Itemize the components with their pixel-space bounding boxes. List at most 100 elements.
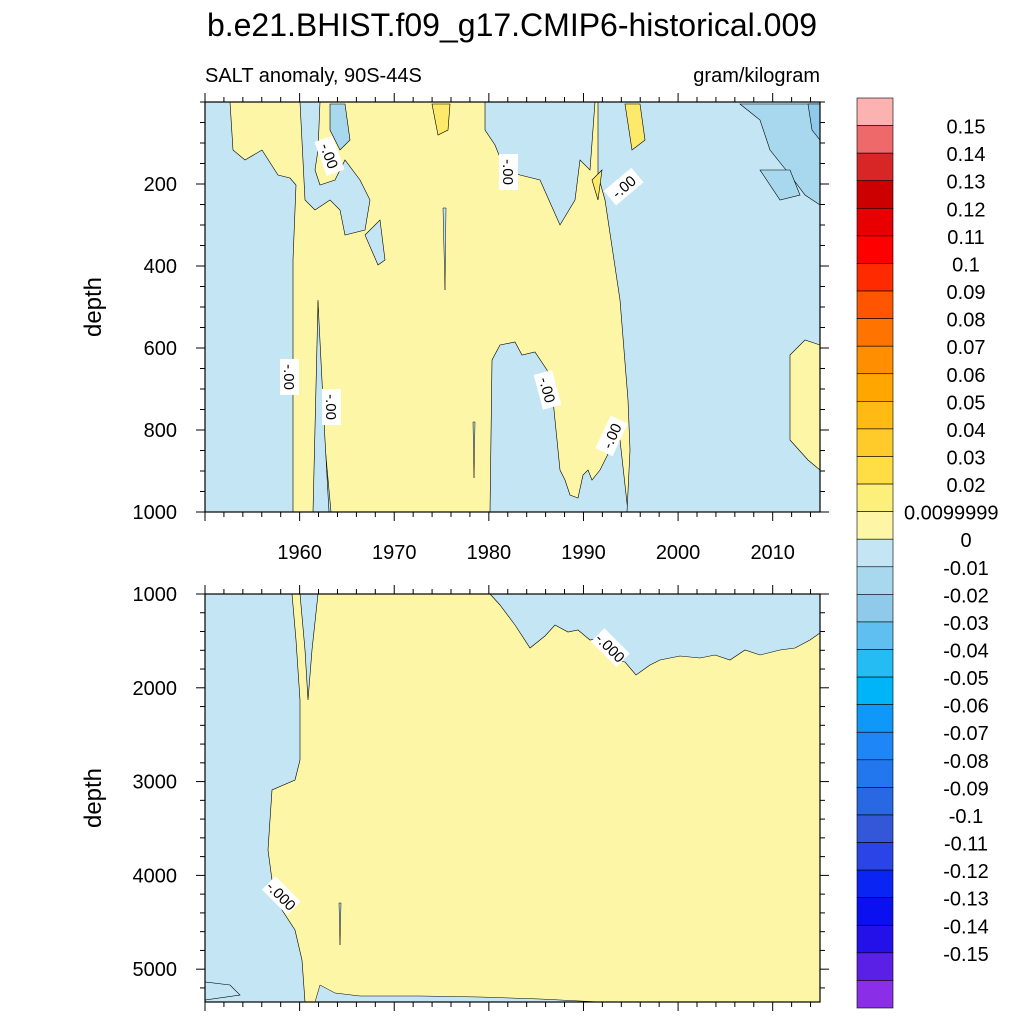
colorbar-swatch <box>856 566 894 595</box>
upper-panel: 1960 1970 1980 1990 2000 2010 200 400 600 800 1000… <box>80 93 829 564</box>
colorbar-swatch <box>856 952 894 981</box>
upper-contour-label-5: -.00 <box>533 370 562 410</box>
colorbar-swatch <box>856 318 894 347</box>
lower-negative-bottom-sliver <box>314 984 601 1003</box>
upper-contour-label-1-box <box>499 154 518 190</box>
upper-contour-label-4-box <box>322 389 341 425</box>
upper-contour-label-0-box <box>314 135 345 176</box>
lower-y-tick-label: 2000 <box>133 678 178 700</box>
lower-y-tick-label: 4000 <box>133 865 178 887</box>
colorbar-label: 0.15 <box>947 117 986 139</box>
colorbar-label: -0.06 <box>943 696 989 718</box>
upper-contour-label-1: -.00 <box>499 154 518 190</box>
upper-contour-label-3: -.00 <box>280 359 299 395</box>
upper-thin-negative-streak-2 <box>472 421 476 479</box>
colorbar-label: -0.07 <box>943 723 989 745</box>
colorbar-label: -0.1 <box>949 806 983 828</box>
colorbar-label: 0.02 <box>947 475 986 497</box>
colorbar-swatch <box>856 290 894 319</box>
x-tick-label: 1960 <box>277 542 322 564</box>
colorbar-label: 0.12 <box>947 199 986 221</box>
upper-deeper-negative-region-2 <box>759 169 801 201</box>
lower-y-tick-label: 3000 <box>133 772 178 794</box>
colorbar-swatch <box>856 538 894 568</box>
upper-thin-negative-streak <box>442 207 447 291</box>
x-tick-label: 1980 <box>467 542 512 564</box>
upper-negative-region-3 <box>489 341 629 513</box>
upper-deeper-negative-region-0 <box>329 103 351 151</box>
colorbar-swatch <box>856 97 894 126</box>
lower-negative-region-east <box>489 593 821 676</box>
colorbar-swatch <box>856 511 894 540</box>
colorbar-label: -0.05 <box>943 668 989 690</box>
colorbar-swatch <box>856 759 894 788</box>
upper-deeper-positive-region-1 <box>624 103 646 151</box>
chart-subtitle-left: SALT anomaly, 90S-44S <box>205 65 422 87</box>
colorbar: 0.15 0.14 0.13 0.12 0.11 0.1 0.09 0.08 0.07 0.06 0… <box>856 97 999 1009</box>
x-tick-label: 2010 <box>750 542 795 564</box>
upper-contour-label-0: -.00 <box>314 135 345 176</box>
colorbar-label: 0.09 <box>947 282 986 304</box>
colorbar-label: -0.09 <box>943 778 989 800</box>
upper-contour-label-4-text: -.00 <box>322 394 339 420</box>
colorbar-swatch <box>856 676 894 705</box>
colorbar-swatch <box>856 263 894 292</box>
colorbar-label: -0.12 <box>943 861 989 883</box>
colorbar-label: -0.14 <box>943 916 989 938</box>
upper-y-tick-label: 800 <box>144 420 177 442</box>
colorbar-label: -0.04 <box>943 641 989 663</box>
colorbar-label: 0.04 <box>947 420 986 442</box>
colorbar-swatch <box>856 869 894 898</box>
lower-thin-negative-streak <box>338 902 342 946</box>
upper-y-tick-label: 400 <box>144 256 177 278</box>
chart-subtitle-right: gram/kilogram <box>693 65 820 87</box>
colorbar-label: 0.14 <box>947 144 986 166</box>
colorbar-swatch <box>856 235 894 264</box>
colorbar-swatch <box>856 483 894 512</box>
colorbar-label: -0.08 <box>943 751 989 773</box>
lower-contour-label-1-box <box>261 876 301 916</box>
colorbar-swatch <box>856 428 894 457</box>
colorbar-swatch <box>856 456 894 485</box>
upper-negative-region-7 <box>484 101 596 226</box>
colorbar-swatch <box>856 152 894 182</box>
upper-y-axis-title: depth <box>80 277 107 337</box>
colorbar-label: 0.1 <box>952 254 980 276</box>
colorbar-label: -0.11 <box>944 834 988 856</box>
upper-negative-region-6 <box>364 219 386 266</box>
colorbar-swatch <box>856 649 894 678</box>
colorbar-swatch <box>856 814 894 843</box>
colorbar-swatch <box>856 897 894 926</box>
x-tick-label: 2000 <box>656 542 701 564</box>
colorbar-label: 0.03 <box>947 447 986 469</box>
colorbar-swatch <box>856 345 894 375</box>
colorbar-swatch <box>856 208 894 237</box>
upper-contour-label-1-text: -.00 <box>499 159 516 185</box>
upper-negative-region-5 <box>299 101 371 236</box>
upper-contour-label-5-box <box>533 370 562 410</box>
upper-contour-label-6-box <box>595 415 628 457</box>
colorbar-label: 0.06 <box>947 365 986 387</box>
chart-title: b.e21.BHIST.f09_g17.CMIP6-historical.009 <box>207 7 817 43</box>
lower-negative-region-west <box>204 593 306 1003</box>
colorbar-swatch <box>856 373 894 402</box>
lower-y-axis-title: depth <box>80 768 107 828</box>
upper-y-tick-label: 200 <box>144 174 177 196</box>
upper-y-tick-label: 600 <box>144 338 177 360</box>
colorbar-label: -0.13 <box>943 889 989 911</box>
colorbar-swatch <box>856 180 894 209</box>
colorbar-swatch <box>856 594 894 623</box>
lower-frame <box>204 593 821 1003</box>
upper-contour-label-3-box <box>280 359 299 395</box>
colorbar-swatch <box>856 731 894 761</box>
lower-contour-label-0-box <box>590 628 630 668</box>
colorbar-swatch <box>856 401 894 430</box>
colorbar-swatch <box>856 842 894 871</box>
colorbar-label: 0.07 <box>947 337 986 359</box>
colorbar-swatch <box>856 980 894 1009</box>
x-tick-label: 1990 <box>561 542 606 564</box>
lower-y-tick-label: 1000 <box>133 584 178 606</box>
colorbar-label: 0.05 <box>947 392 986 414</box>
